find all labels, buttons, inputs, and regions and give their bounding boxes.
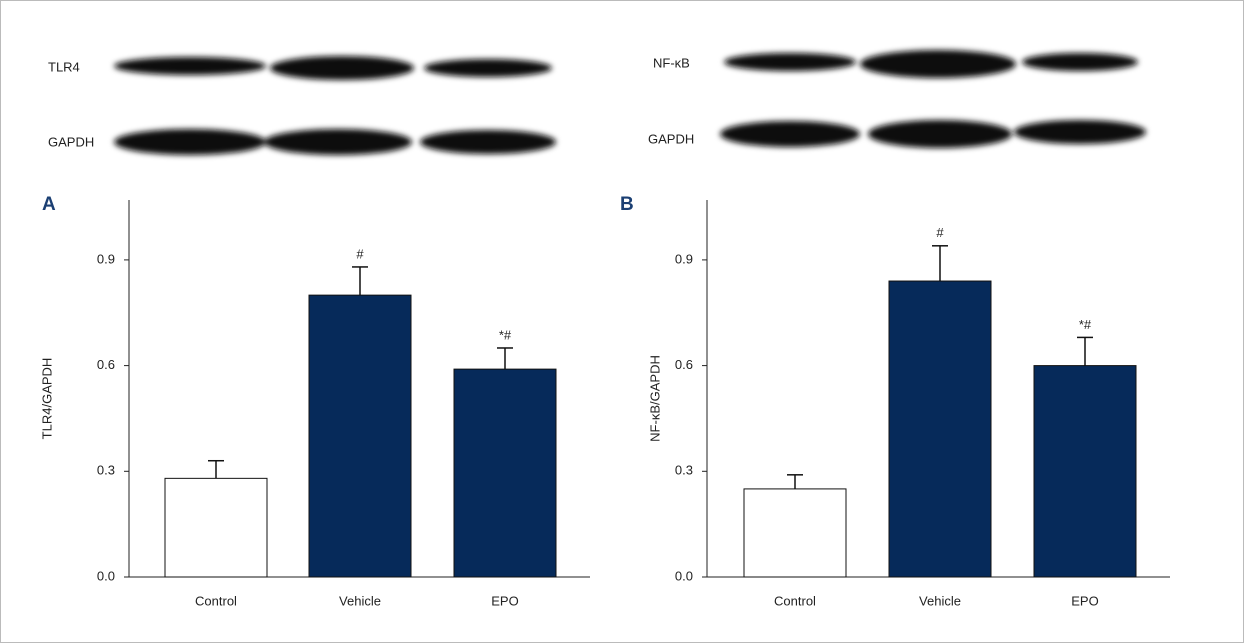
annotation: *# xyxy=(1079,317,1092,332)
blot-label: NF-κB xyxy=(653,55,690,70)
x-tick-label: EPO xyxy=(491,593,518,608)
annotation: *# xyxy=(499,327,512,342)
figure: TLR4 GAPDH NF-κB GAPDH A TLR4/GAPDH 0.0 0.3… xyxy=(0,0,1244,643)
x-tick-label: Vehicle xyxy=(339,593,381,608)
y-tick-label: 0.6 xyxy=(97,357,115,372)
annotation: # xyxy=(936,225,944,240)
y-tick-label: 0.0 xyxy=(97,568,115,583)
bar xyxy=(1034,366,1136,577)
bar xyxy=(744,489,846,577)
blot-label: TLR4 xyxy=(48,59,80,74)
bar xyxy=(165,478,267,577)
y-axis-label: NF-κB/GAPDH xyxy=(647,355,662,442)
y-tick-label: 0.0 xyxy=(675,568,693,583)
annotation: # xyxy=(356,246,364,261)
x-tick-label: Control xyxy=(774,593,816,608)
y-tick-label: 0.6 xyxy=(675,357,693,372)
bar xyxy=(889,281,991,577)
x-tick-label: Vehicle xyxy=(919,593,961,608)
y-tick-label: 0.3 xyxy=(97,463,115,478)
x-tick-label: EPO xyxy=(1071,593,1098,608)
y-axis-label: TLR4/GAPDH xyxy=(39,358,54,440)
blot-label: GAPDH xyxy=(48,134,94,149)
bar xyxy=(454,369,556,577)
y-tick-label: 0.9 xyxy=(97,251,115,266)
y-tick-label: 0.9 xyxy=(675,251,693,266)
panel-letter: A xyxy=(42,194,56,215)
blot-label: GAPDH xyxy=(648,131,694,146)
y-tick-label: 0.3 xyxy=(675,463,693,478)
x-tick-label: Control xyxy=(195,593,237,608)
bar xyxy=(309,295,411,577)
panel-letter: B xyxy=(620,194,634,215)
page: {"blots": [{"labels": ["TLR4", "GAPDH"]}… xyxy=(0,0,1244,643)
